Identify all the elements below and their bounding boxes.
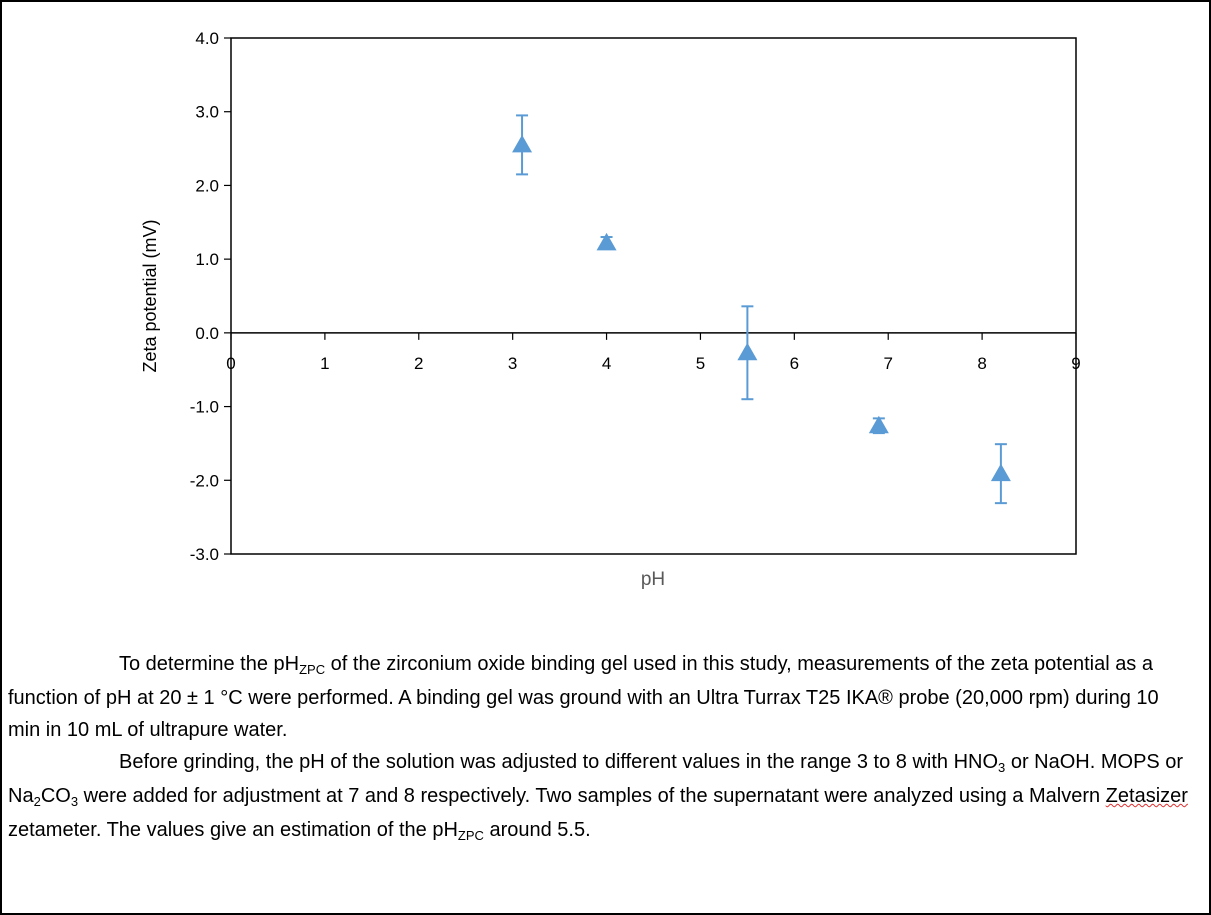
p2-sub-3b: 3 [70,794,79,809]
triangle-marker [990,463,1011,482]
y-tick-label: -3.0 [190,545,219,564]
p1-text-a: To determine the pH [119,653,300,675]
caption-paragraph-2: Before grinding, the pH of the solution … [8,746,1193,848]
x-tick-label: 9 [1071,354,1080,373]
triangle-marker [737,342,758,361]
triangle-marker [868,415,889,434]
spellcheck-word: Zetasizer [1105,785,1188,807]
data-points [512,114,1011,505]
triangle-marker [596,232,617,251]
x-tick-label: 5 [696,354,705,373]
x-tick-label: 4 [602,354,611,373]
x-tick-label: 6 [790,354,799,373]
y-tick-label: 1.0 [195,250,219,269]
p1-sub-zpc: ZPC [299,662,326,677]
data-point [990,443,1011,505]
data-point [737,305,758,401]
x-axis-title: pH [641,569,665,590]
p2-text-c: CO [40,785,71,807]
y-tick-label: 0.0 [195,324,219,343]
p2-text-f: around 5.5. [483,819,591,841]
p2-text-e: zetameter. The values give an estimation… [8,819,458,841]
triangle-marker [512,134,533,153]
p2-sub-3: 3 [998,760,1006,775]
x-tick-label: 7 [883,354,892,373]
x-tick-label: 1 [320,354,329,373]
caption-paragraph-1: To determine the pHZPC of the zirconium … [8,648,1193,746]
p2-sub-zpc: ZPC [457,828,484,843]
p2-text-d: were added for adjustment at 7 and 8 res… [78,785,1106,807]
y-tick-label: 3.0 [195,103,219,122]
x-tick-label: 3 [508,354,517,373]
y-tick-label: 2.0 [195,176,219,195]
plot-area-border [230,37,1077,555]
x-tick-label: 2 [414,354,423,373]
x-tick-label: 0 [226,354,235,373]
y-axis-title: Zeta potential (mV) [140,219,160,372]
data-point [512,114,533,176]
y-axis-ticks: 4.0 3.0 2.0 1.0 0.0 -1.0 -2.0 -3.0 [190,29,231,564]
p1-text-b: of the zirconium oxide binding gel used … [8,653,1159,741]
p2-sub-2: 2 [33,794,41,809]
y-tick-label: 4.0 [195,29,219,48]
x-tick-label: 8 [977,354,986,373]
data-point [596,232,617,251]
caption-text: To determine the pHZPC of the zirconium … [8,648,1193,848]
x-axis: 0 1 2 3 4 5 6 7 8 9 [226,332,1081,373]
zeta-potential-chart: 4.0 3.0 2.0 1.0 0.0 -1.0 -2.0 -3.0 0 1 2 3 4 5 6 7 8 9 Z… [140,29,1081,590]
p2-text-a: Before grinding, the pH of the solution … [119,751,999,773]
p2-text-b: or NaOH. MOPS or Na [8,751,1184,807]
data-point [868,415,889,435]
y-tick-label: -1.0 [190,398,219,417]
y-tick-label: -2.0 [190,471,219,490]
